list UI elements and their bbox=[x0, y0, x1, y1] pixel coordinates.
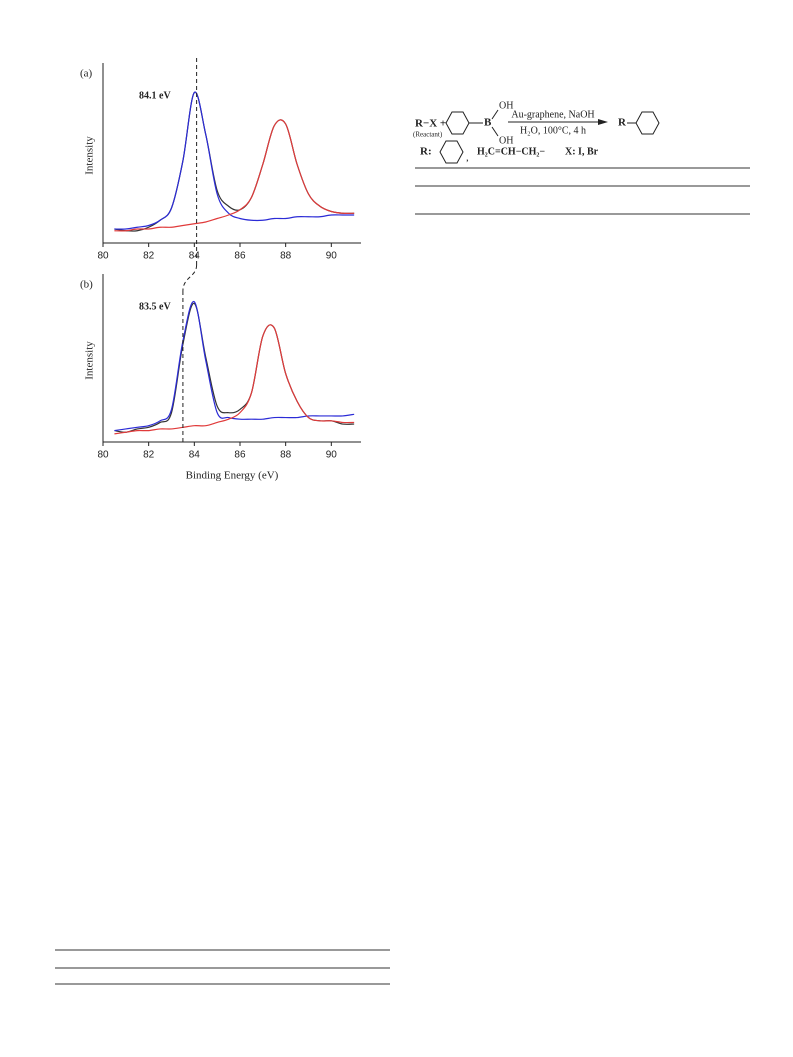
x-tick-label: 80 bbox=[97, 450, 109, 461]
series-line bbox=[114, 91, 355, 232]
oh: OH bbox=[499, 100, 513, 111]
benzene bbox=[635, 111, 660, 135]
series-line bbox=[114, 119, 355, 232]
reference-connector bbox=[182, 264, 198, 292]
x-tick-label: 80 bbox=[97, 251, 109, 262]
x-tick-label: 90 bbox=[326, 450, 338, 461]
x-tick-label: 82 bbox=[143, 450, 155, 461]
allyl: H₂C=CH−CH₂− bbox=[477, 146, 545, 157]
x-tick-label: 84 bbox=[189, 251, 201, 262]
y-axis-label: Intensity bbox=[84, 341, 96, 380]
series-line bbox=[114, 301, 355, 432]
panel-label: (b) bbox=[80, 279, 93, 291]
series-line bbox=[114, 302, 355, 433]
x-tick-label: 88 bbox=[280, 251, 292, 262]
x-tick-label: 84 bbox=[189, 450, 201, 461]
r-def: R: bbox=[420, 146, 432, 158]
panel-label: (a) bbox=[80, 68, 93, 80]
bond bbox=[491, 126, 499, 137]
x-tick-label: 90 bbox=[326, 251, 338, 262]
comma: , bbox=[466, 152, 469, 164]
x-tick-label: 88 bbox=[280, 450, 292, 461]
reactant-note: (Reactant) bbox=[413, 131, 443, 139]
annotation: 83.5 eV bbox=[139, 301, 171, 312]
series-line bbox=[114, 91, 355, 230]
bond bbox=[491, 109, 499, 120]
benzene bbox=[439, 140, 464, 164]
conditions: Au-graphene, NaOH bbox=[511, 109, 594, 120]
x-def: X: I, Br bbox=[565, 146, 599, 157]
conditions: H₂O, 100°C, 4 h bbox=[520, 125, 586, 136]
series-line bbox=[114, 324, 355, 435]
y-axis-label: Intensity bbox=[84, 136, 96, 175]
arrow-head bbox=[598, 119, 608, 125]
x-tick-label: 82 bbox=[143, 251, 155, 262]
x-axis-label: Binding Energy (eV) bbox=[186, 470, 279, 482]
benzene bbox=[445, 111, 470, 135]
reactant: R−X + bbox=[415, 118, 446, 130]
product: R bbox=[618, 117, 627, 129]
boron: B bbox=[484, 117, 492, 129]
x-tick-label: 86 bbox=[234, 251, 246, 262]
oh: OH bbox=[499, 135, 513, 146]
annotation: 84.1 eV bbox=[139, 90, 171, 101]
x-tick-label: 86 bbox=[234, 450, 246, 461]
reaction-scheme: R−X + (Reactant) B OH OH Au-graphene, Na… bbox=[413, 100, 660, 164]
